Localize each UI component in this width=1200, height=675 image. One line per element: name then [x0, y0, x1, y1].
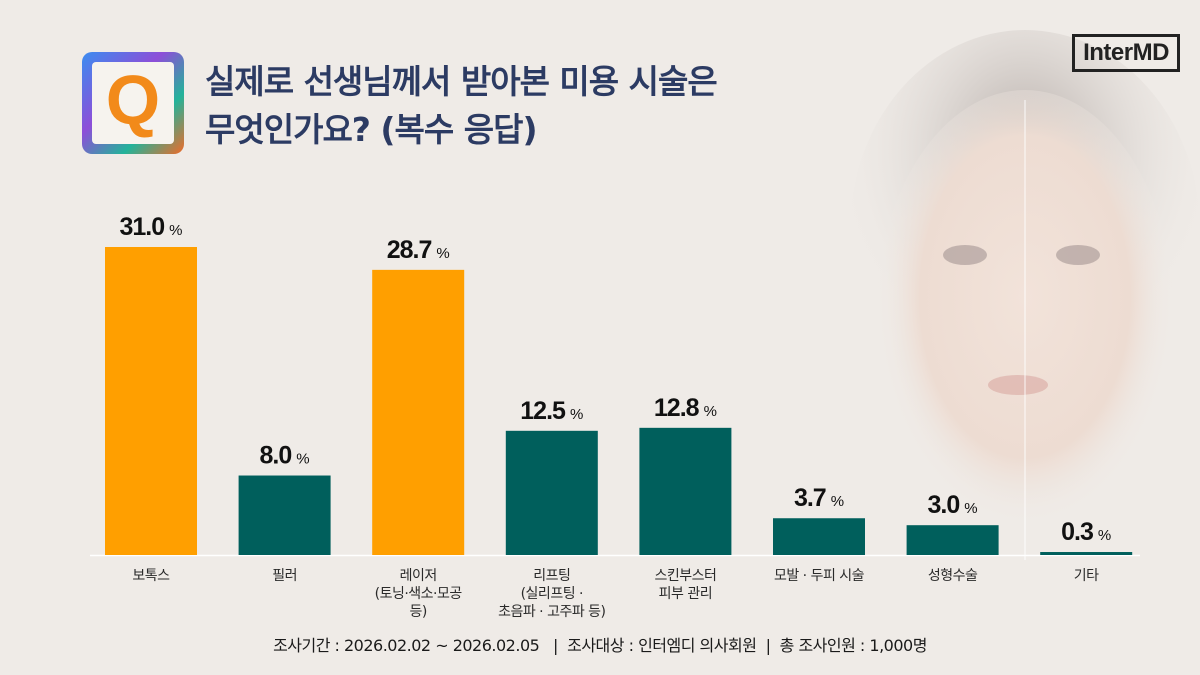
- bar: [505, 430, 598, 555]
- page-title: 실제로 선생님께서 받아본 미용 시술은 무엇인가요? (복수 응답): [205, 58, 718, 154]
- bar: [773, 518, 865, 555]
- category-label: 레이저 (토닝·색소·모공 등): [374, 568, 463, 620]
- category-label: 기타: [1073, 568, 1099, 584]
- data-label: 31.0%: [119, 213, 182, 241]
- data-label: 3.7%: [794, 484, 844, 512]
- category-label: 보톡스: [132, 568, 170, 584]
- data-label: 3.0%: [928, 491, 978, 519]
- bar: [906, 525, 999, 555]
- category-label: 성형수술: [927, 568, 978, 584]
- category-label: 스킨부스터 피부 관리: [654, 568, 717, 602]
- intermd-logo: InterMD: [1072, 34, 1180, 72]
- bar: [105, 247, 197, 555]
- data-label: 12.5%: [520, 397, 583, 425]
- title-line-1: 실제로 선생님께서 받아본 미용 시술은: [205, 62, 718, 101]
- q-letter: Q: [105, 61, 161, 139]
- survey-footer: 조사기간 : 2026.02.02 ~ 2026.02.05 | 조사대상 : …: [273, 636, 927, 655]
- bar: [639, 427, 732, 555]
- data-label: 0.3%: [1061, 518, 1111, 546]
- category-label: 리프팅 (실리프팅 · 초음파 · 고주파 등): [498, 568, 606, 620]
- bar: [1040, 552, 1133, 555]
- bar: [238, 475, 331, 555]
- data-label: 8.0%: [260, 442, 310, 470]
- bar: [372, 269, 465, 555]
- category-label: 모발 · 두피 시술: [773, 568, 865, 584]
- data-label: 28.7%: [387, 236, 450, 264]
- q-icon: Q: [82, 52, 184, 154]
- title-line-2: 무엇인가요? (복수 응답): [205, 110, 538, 149]
- data-label: 12.8%: [654, 394, 717, 422]
- category-label: 필러: [272, 568, 297, 584]
